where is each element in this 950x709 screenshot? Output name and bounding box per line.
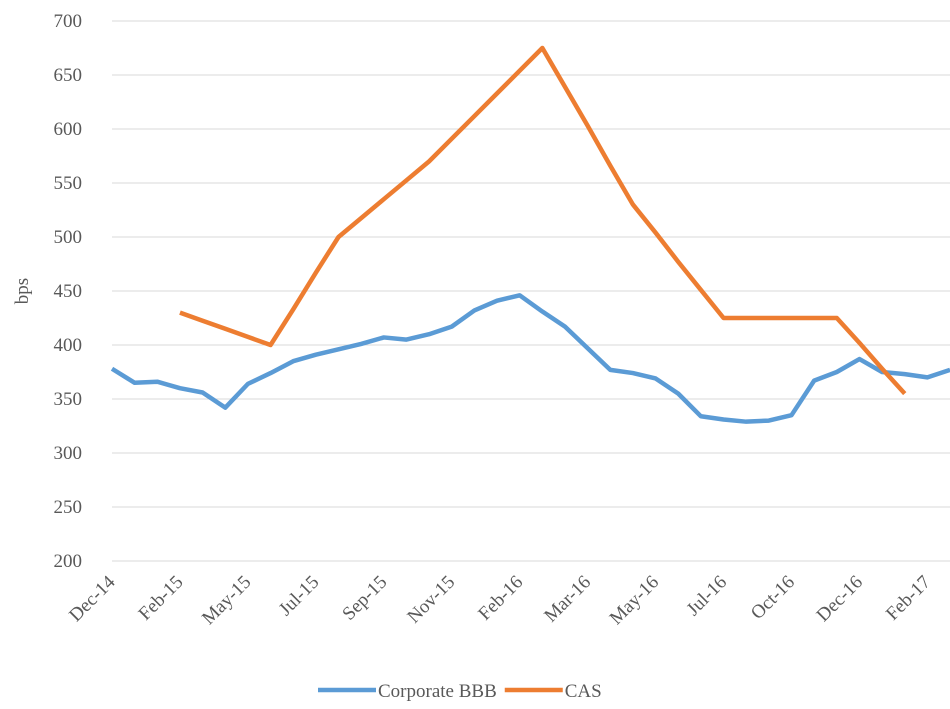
- x-tick-label: Dec-16: [813, 572, 867, 626]
- data-line: [179, 45, 907, 396]
- x-tick-label: Nov-15: [403, 572, 459, 628]
- y-tick-label: 250: [54, 497, 83, 518]
- y-axis-label: bps: [12, 278, 33, 304]
- y-tick-label: 350: [54, 389, 83, 410]
- y-tick-label: 400: [54, 335, 83, 356]
- data-line: [110, 293, 950, 424]
- x-tick-label: Feb-17: [882, 572, 935, 625]
- x-tick-label: Dec-14: [65, 571, 120, 626]
- y-tick-label: 700: [54, 11, 83, 32]
- y-tick-label: 300: [54, 443, 83, 464]
- legend-label: Corporate BBB: [378, 681, 497, 702]
- x-tick-label: May-16: [606, 572, 663, 629]
- y-tick-label: 550: [54, 173, 83, 194]
- x-tick-label: Feb-15: [135, 572, 188, 625]
- x-tick-label: Mar-16: [540, 572, 595, 627]
- legend-label: CAS: [565, 681, 602, 702]
- x-tick-label: Sep-15: [338, 572, 391, 625]
- y-tick-label: 600: [54, 119, 83, 140]
- y-tick-label: 200: [54, 551, 83, 572]
- y-tick-label: 500: [54, 227, 83, 248]
- y-tick-label: 450: [54, 281, 83, 302]
- x-tick-label: Feb-16: [474, 572, 527, 625]
- x-tick-label: Jul-16: [683, 572, 731, 620]
- x-tick-label: Oct-16: [747, 572, 799, 624]
- y-tick-label: 650: [54, 65, 83, 86]
- x-tick-label: May-15: [198, 572, 255, 629]
- x-tick-label: Jul-15: [275, 572, 323, 620]
- legend: Corporate BBB CAS: [318, 681, 602, 702]
